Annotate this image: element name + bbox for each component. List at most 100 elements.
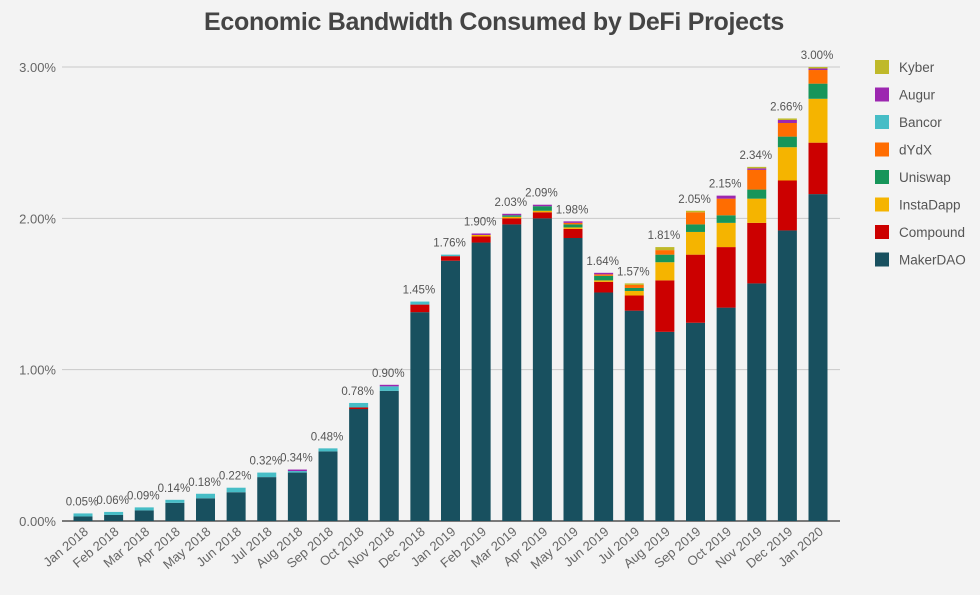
bar-segment-instadapp — [502, 216, 522, 219]
legend-swatch — [875, 142, 889, 157]
bar-segment-makerdao — [624, 310, 644, 521]
bar-segment-bancor — [410, 301, 430, 305]
bar-segment-makerdao — [808, 194, 828, 521]
bar-segment-makerdao — [532, 218, 552, 522]
data-label: 2.05% — [678, 194, 711, 206]
bar-segment-compound — [563, 228, 583, 239]
legend-swatch — [875, 87, 889, 102]
data-label: 1.57% — [617, 266, 650, 278]
bar-segment-dydx — [624, 284, 644, 288]
bars — [73, 67, 828, 522]
data-label: 2.34% — [739, 150, 772, 162]
bar-stack — [441, 254, 460, 521]
bar-segment-augur — [287, 469, 307, 472]
bar-stack — [410, 301, 430, 521]
bar-segment-compound — [747, 222, 767, 284]
bar-stack — [594, 272, 614, 521]
data-label: 2.09% — [525, 188, 558, 200]
bar-segment-dydx — [808, 70, 828, 84]
bar-segment-dydx — [655, 250, 675, 255]
bar-segment-dydx — [716, 198, 736, 216]
bar-segment-makerdao — [716, 307, 736, 521]
bar-segment-makerdao — [134, 510, 154, 521]
data-label: 1.76% — [433, 238, 466, 250]
data-label: 1.64% — [586, 256, 619, 268]
bar-stack — [73, 513, 93, 521]
data-label: 0.09% — [127, 490, 160, 502]
bar-segment-bancor — [287, 471, 307, 473]
bar-segment-makerdao — [502, 224, 522, 522]
chart-title: Economic Bandwidth Consumed by DeFi Proj… — [204, 8, 784, 36]
bar-stack — [379, 384, 399, 521]
bar-segment-compound — [716, 247, 736, 308]
bar-segment-instadapp — [808, 98, 828, 143]
bar-stack — [686, 210, 705, 521]
bar-segment-kyber — [686, 210, 705, 213]
legend-swatch — [875, 115, 889, 129]
bar-segment-makerdao — [471, 242, 491, 521]
legend-label: Bancor — [899, 115, 942, 130]
data-label: 0.78% — [341, 386, 374, 398]
data-label: 3.00% — [801, 50, 834, 62]
bar-stack — [349, 402, 369, 521]
bar-segment-uniswap — [624, 287, 644, 291]
bar-stack — [563, 221, 583, 522]
legend-label: Augur — [899, 88, 936, 103]
bar-segment-bancor — [165, 499, 185, 503]
bar-stack — [226, 487, 246, 521]
bar-segment-instadapp — [563, 227, 583, 229]
data-label: 2.03% — [494, 197, 527, 209]
bar-segment-augur — [808, 68, 828, 71]
bar-segment-compound — [471, 236, 491, 243]
bar-segment-instadapp — [686, 231, 705, 255]
data-label: 1.98% — [556, 204, 589, 216]
bar-segment-kyber — [655, 247, 675, 251]
bar-segment-uniswap — [594, 275, 614, 281]
bar-segment-instadapp — [747, 198, 767, 223]
bar-segment-makerdao — [226, 492, 246, 521]
bar-segment-makerdao — [257, 477, 277, 521]
bar-segment-kyber — [624, 283, 644, 285]
legend-label: Compound — [899, 225, 965, 240]
bar-segment-uniswap — [808, 83, 828, 99]
bar-segment-dydx — [777, 122, 797, 137]
bar-segment-compound — [532, 212, 552, 219]
bar-stack — [471, 233, 491, 521]
bar-segment-uniswap — [655, 254, 675, 263]
legend-item: Bancor — [875, 115, 942, 130]
bar-segment-kyber — [777, 118, 797, 120]
bar-segment-uniswap — [777, 136, 797, 148]
data-label: 0.32% — [249, 456, 282, 468]
bar-segment-makerdao — [318, 451, 338, 521]
legend-label: Uniswap — [899, 170, 951, 185]
bar-segment-dydx — [563, 222, 583, 225]
bar-stack — [655, 247, 675, 521]
data-label: 0.48% — [311, 431, 344, 443]
data-label: 0.18% — [188, 477, 221, 489]
bar-segment-augur — [777, 119, 797, 123]
bar-segment-makerdao — [104, 514, 124, 521]
bar-segment-compound — [777, 180, 797, 231]
bar-segment-uniswap — [502, 215, 522, 217]
data-label: 1.81% — [648, 230, 681, 242]
bar-segment-makerdao — [196, 498, 215, 521]
bar-segment-compound — [624, 295, 644, 311]
legend-item: dYdX — [875, 142, 932, 158]
bar-segment-uniswap — [716, 215, 736, 223]
y-tick-label: 1.00% — [19, 363, 56, 378]
bar-segment-kyber — [808, 67, 828, 69]
data-label: 0.34% — [280, 453, 313, 465]
bar-segment-makerdao — [747, 283, 767, 521]
bar-stack — [134, 507, 154, 521]
bar-segment-uniswap — [563, 224, 583, 228]
bar-segment-augur — [747, 168, 767, 170]
legend-label: MakerDAO — [899, 253, 966, 268]
bar-segment-makerdao — [655, 331, 675, 521]
bar-segment-augur — [594, 272, 614, 275]
bar-stack — [808, 67, 828, 521]
legend-item: Augur — [875, 87, 936, 103]
bar-stack — [777, 118, 797, 521]
y-axis: 0.00% 1.00% 2.00% 3.00% — [19, 60, 56, 529]
data-label: 0.06% — [96, 495, 129, 507]
data-label: 1.90% — [464, 216, 497, 228]
